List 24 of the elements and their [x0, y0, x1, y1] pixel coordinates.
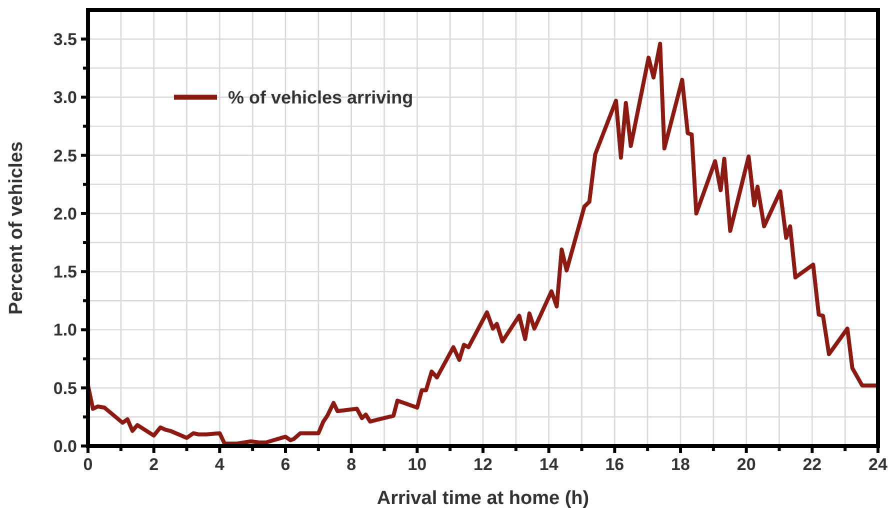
x-tick-label: 24	[868, 455, 888, 474]
x-axis-title: Arrival time at home (h)	[376, 488, 590, 509]
x-tick-label: 6	[280, 455, 290, 474]
y-tick-label: 3.5	[53, 30, 77, 50]
x-tick-label: 2	[149, 455, 159, 474]
x-tick-label: 8	[346, 455, 356, 474]
x-tick-label: 12	[474, 455, 492, 474]
x-tick-label: 0	[83, 455, 93, 474]
x-tick-label: 10	[408, 455, 427, 474]
y-tick-label: 2.5	[53, 146, 77, 166]
y-tick-label: 3.0	[53, 88, 77, 108]
y-tick-label: 2.0	[53, 204, 77, 224]
y-axis-title: Percent of vehicles	[6, 141, 27, 315]
x-tick-label: 16	[605, 455, 624, 474]
y-tick-label: 0.5	[53, 378, 77, 398]
x-tick-label: 22	[802, 455, 822, 474]
x-tick-label: 14	[539, 455, 559, 474]
x-tick-label: 20	[736, 455, 756, 474]
x-tick-label: 18	[671, 455, 690, 474]
x-tick-label: 4	[214, 455, 225, 474]
y-tick-label: 1.5	[53, 262, 77, 282]
y-tick-label: 1.0	[53, 320, 77, 340]
y-tick-label: 0.0	[53, 436, 77, 456]
legend-label: % of vehicles arriving	[228, 88, 414, 108]
